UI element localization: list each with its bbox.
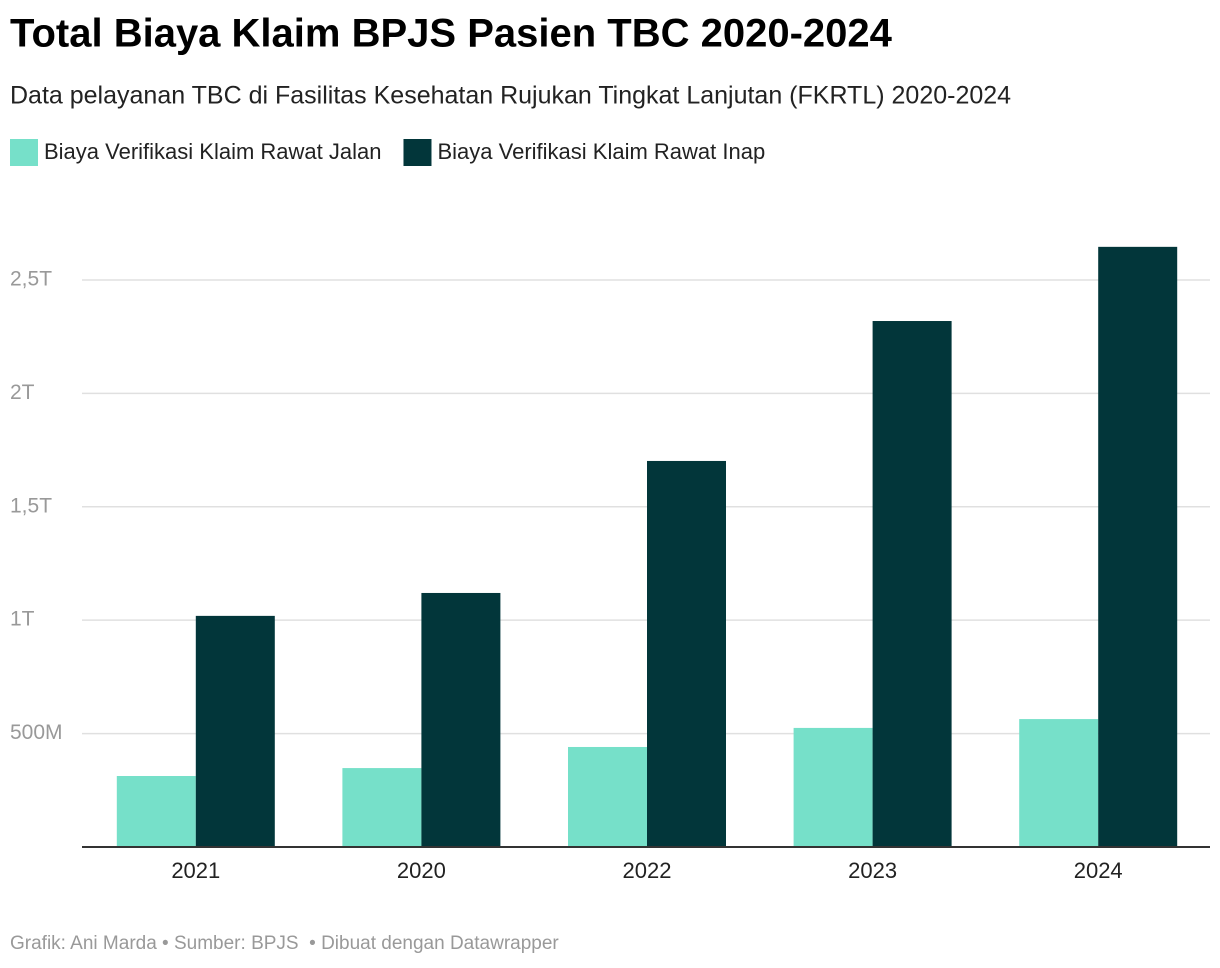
legend-swatch bbox=[10, 139, 38, 166]
y-tick-label: 2,5T bbox=[10, 268, 52, 291]
x-tick-label: 2021 bbox=[171, 858, 220, 883]
legend-swatch bbox=[403, 139, 432, 166]
bar bbox=[116, 776, 196, 847]
y-tick-label: 500M bbox=[10, 721, 63, 744]
bar bbox=[647, 460, 726, 847]
x-tick-label: 2023 bbox=[848, 858, 897, 883]
bar bbox=[1019, 719, 1099, 847]
y-tick-label: 1T bbox=[10, 608, 35, 631]
x-tick-label: 2022 bbox=[623, 858, 672, 883]
bar bbox=[421, 592, 501, 847]
bar bbox=[1098, 246, 1178, 847]
y-tick-label: 2T bbox=[10, 381, 35, 404]
y-tick-label: 1,5T bbox=[10, 494, 52, 517]
bar bbox=[342, 768, 422, 847]
chart-subtitle: Data pelayanan TBC di Fasilitas Kesehata… bbox=[10, 82, 1011, 110]
bar bbox=[195, 615, 275, 847]
chart-title: Total Biaya Klaim BPJS Pasien TBC 2020-2… bbox=[10, 12, 893, 56]
legend-label: Biaya Verifikasi Klaim Rawat Inap bbox=[437, 139, 765, 164]
legend-label: Biaya Verifikasi Klaim Rawat Jalan bbox=[44, 139, 381, 164]
x-tick-label: 2020 bbox=[397, 858, 446, 883]
bar bbox=[568, 746, 647, 847]
x-tick-label: 2024 bbox=[1074, 858, 1123, 883]
bar bbox=[872, 321, 952, 847]
bar bbox=[793, 727, 873, 847]
footer: Grafik: Ani Marda • Sumber: BPJS • Dibua… bbox=[10, 933, 559, 954]
